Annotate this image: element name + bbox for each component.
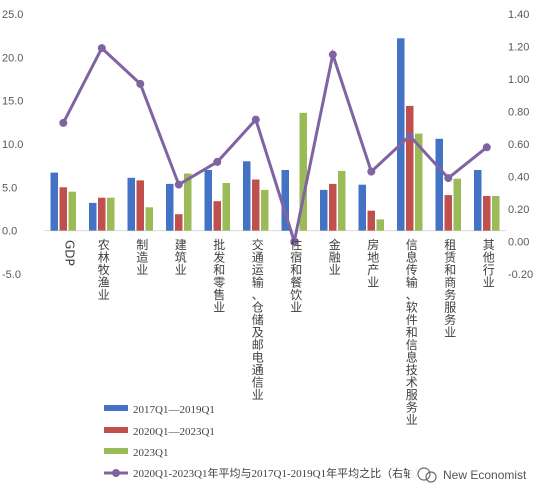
category-label: 建筑业 bbox=[175, 238, 187, 277]
line-point bbox=[136, 79, 145, 88]
bar bbox=[127, 177, 135, 231]
line-point bbox=[405, 131, 414, 140]
bar bbox=[213, 201, 221, 231]
bar bbox=[59, 187, 67, 231]
bar bbox=[435, 138, 443, 231]
legend-marker bbox=[112, 469, 120, 477]
line-point bbox=[251, 115, 260, 124]
bar bbox=[474, 170, 482, 231]
category-label: 房地产业 bbox=[367, 237, 379, 290]
right-tick-label: 1.20 bbox=[508, 42, 529, 54]
legend-label: 2020Q1—2023Q1 bbox=[133, 426, 215, 438]
bar bbox=[252, 179, 260, 231]
line-point bbox=[444, 174, 453, 183]
left-tick-label: -5.0 bbox=[2, 269, 21, 281]
left-tick-label: 5.0 bbox=[2, 182, 17, 194]
line-point bbox=[482, 143, 491, 152]
bar bbox=[492, 196, 500, 231]
bar bbox=[453, 178, 461, 231]
line-point bbox=[328, 50, 337, 59]
bar bbox=[98, 197, 106, 231]
bar bbox=[175, 214, 183, 231]
bar bbox=[299, 112, 307, 231]
bar bbox=[145, 207, 153, 231]
right-tick-label: 1.00 bbox=[508, 74, 529, 86]
bar bbox=[329, 183, 337, 231]
category-label: 农林牧渔业 bbox=[98, 238, 110, 302]
right-tick-label: -0.20 bbox=[508, 269, 533, 281]
bar bbox=[320, 189, 328, 231]
category-label: 金融业 bbox=[329, 237, 341, 277]
left-tick-label: 10.0 bbox=[2, 139, 23, 151]
ratio-line-series bbox=[59, 44, 491, 248]
bar bbox=[483, 196, 491, 231]
right-tick-label: 0.80 bbox=[508, 107, 529, 119]
line-point bbox=[290, 237, 299, 246]
legend-swatch bbox=[104, 448, 128, 454]
bar bbox=[376, 219, 384, 231]
category-label: 制造业 bbox=[136, 238, 148, 277]
bar bbox=[444, 195, 452, 231]
bar bbox=[166, 183, 174, 231]
bar bbox=[222, 183, 230, 231]
ratio-line bbox=[61, 45, 488, 248]
left-tick-label: 25.0 bbox=[2, 9, 23, 21]
right-tick-label: 1.40 bbox=[508, 9, 529, 21]
right-tick-label: 0.00 bbox=[508, 237, 529, 249]
bar bbox=[107, 197, 115, 231]
line-point bbox=[367, 167, 376, 176]
left-tick-label: 15.0 bbox=[2, 96, 23, 108]
category-label: 交通运输、仓储及邮电通信业 bbox=[252, 237, 264, 402]
line-point bbox=[213, 157, 222, 166]
legend-swatch bbox=[104, 427, 128, 433]
right-tick-label: 0.20 bbox=[508, 204, 529, 216]
watermark-bg bbox=[410, 462, 552, 486]
category-label: 批发和零售业 bbox=[213, 237, 225, 315]
legend: 2017Q1—2019Q1 2020Q1—2023Q1 2023Q1 2020Q1-2… bbox=[104, 404, 425, 480]
line-point bbox=[59, 118, 68, 127]
bar bbox=[397, 38, 405, 231]
bar bbox=[136, 180, 144, 231]
right-tick-label: 0.40 bbox=[508, 172, 529, 184]
bar-series bbox=[50, 38, 500, 231]
legend-label: 2023Q1 bbox=[133, 447, 168, 459]
category-label: 信息传输、软件和信息技术服务业 bbox=[406, 238, 418, 427]
bar bbox=[68, 191, 76, 231]
bar bbox=[204, 170, 212, 231]
line-point bbox=[97, 44, 106, 53]
legend-label: 2017Q1—2019Q1 bbox=[133, 404, 215, 416]
category-label: 其他行业 bbox=[483, 238, 495, 290]
category-label: GDP bbox=[62, 240, 76, 266]
watermark-text: New Economist bbox=[443, 468, 527, 482]
category-label: 租赁和商务服务业 bbox=[444, 238, 456, 340]
bar bbox=[281, 170, 289, 231]
right-tick-label: 0.60 bbox=[508, 139, 529, 151]
category-labels: GDP 农林牧渔业 制造业 建筑业 批发和零售业 交通运输、仓储及邮电通信业 住宿和餐饮业 金… bbox=[62, 237, 495, 427]
watermark: New Economist bbox=[410, 462, 552, 486]
right-y-axis: -0.20 0.00 0.20 0.40 0.60 0.80 1.00 1.20 1.40 bbox=[508, 9, 533, 281]
bar bbox=[358, 184, 366, 231]
left-tick-label: 0.0 bbox=[2, 226, 17, 238]
legend-label: 2020Q1-2023Q1年平均与2017Q1-2019Q1年平均之比（右轴） bbox=[133, 466, 425, 480]
bar bbox=[89, 202, 97, 231]
wechat-icon bbox=[417, 467, 431, 481]
bar bbox=[367, 210, 375, 231]
bar bbox=[338, 170, 346, 231]
line-point bbox=[174, 180, 183, 189]
bar bbox=[184, 173, 192, 231]
bar bbox=[415, 133, 423, 231]
bar bbox=[406, 105, 414, 231]
legend-swatch bbox=[104, 405, 128, 411]
left-tick-label: 20.0 bbox=[2, 52, 23, 64]
bar bbox=[243, 161, 251, 231]
category-label: 住宿和餐饮业 bbox=[290, 238, 302, 315]
bar bbox=[50, 172, 58, 231]
left-y-axis: -5.0 0.0 5.0 10.0 15.0 20.0 25.0 bbox=[2, 9, 506, 281]
bar bbox=[261, 189, 269, 231]
wechat-icon bbox=[425, 471, 437, 483]
